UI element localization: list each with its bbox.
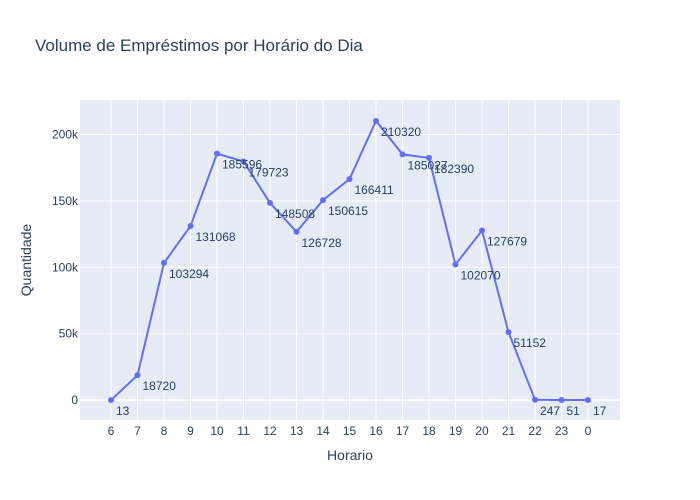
- data-point: [267, 200, 273, 206]
- data-point: [373, 118, 379, 124]
- data-point: [559, 397, 565, 403]
- data-label: 18720: [143, 379, 177, 393]
- y-tick-label: 50k: [59, 327, 79, 341]
- data-label: 131068: [196, 230, 236, 244]
- data-label: 150615: [328, 204, 368, 218]
- x-tick-label: 19: [449, 424, 463, 438]
- y-tick-label: 150k: [52, 194, 79, 208]
- x-tick-label: 8: [161, 424, 168, 438]
- x-tick-label: 16: [369, 424, 383, 438]
- data-point: [161, 260, 167, 266]
- x-axis-title: Horario: [327, 447, 373, 463]
- data-point: [347, 176, 353, 182]
- data-label: 166411: [355, 183, 394, 197]
- data-label: 17: [593, 404, 607, 418]
- data-point: [453, 262, 459, 268]
- x-tick-label: 12: [263, 424, 277, 438]
- y-tick-label: 200k: [52, 128, 79, 142]
- data-label: 126728: [302, 236, 342, 250]
- x-tick-label: 0: [585, 424, 592, 438]
- x-tick-label: 21: [502, 424, 516, 438]
- x-tick-labels: 6 7 8 9 10 11 12 13 14 15 16 17 18 19 20 21 22 23 0: [108, 424, 592, 438]
- x-tick-label: 23: [555, 424, 569, 438]
- data-point: [532, 397, 538, 403]
- data-label: 51152: [514, 336, 547, 350]
- data-label: 148508: [275, 207, 315, 221]
- data-label: 179723: [249, 165, 289, 179]
- data-label: 127679: [487, 235, 527, 249]
- data-point: [585, 397, 591, 403]
- y-tick-label: 0: [71, 393, 78, 407]
- data-label: 182390: [434, 162, 474, 176]
- x-tick-label: 6: [108, 424, 115, 438]
- x-tick-label: 22: [528, 424, 542, 438]
- data-point: [479, 228, 485, 234]
- x-tick-label: 14: [316, 424, 330, 438]
- y-tick-labels: 0 50k 100k 150k 200k: [52, 128, 79, 408]
- data-point: [320, 197, 326, 203]
- data-point: [506, 329, 512, 335]
- y-tick-label: 100k: [52, 260, 79, 274]
- y-axis-title: Quantidade: [18, 224, 34, 297]
- data-point: [108, 397, 114, 403]
- x-tick-label: 11: [237, 424, 250, 438]
- data-point: [294, 229, 300, 235]
- data-point: [400, 151, 406, 157]
- x-tick-label: 20: [475, 424, 489, 438]
- data-point: [214, 151, 220, 157]
- data-label: 13: [116, 404, 130, 418]
- data-point: [135, 372, 141, 378]
- x-tick-label: 15: [343, 424, 357, 438]
- data-point: [188, 223, 194, 229]
- data-label: 103294: [169, 267, 209, 281]
- x-tick-label: 7: [134, 424, 141, 438]
- data-label: 102070: [461, 269, 501, 283]
- data-label: 210320: [381, 125, 421, 139]
- x-tick-label: 10: [210, 424, 224, 438]
- x-tick-label: 9: [187, 424, 194, 438]
- chart-title: Volume de Empréstimos por Horário do Dia: [35, 36, 363, 55]
- x-tick-label: 17: [396, 424, 410, 438]
- x-tick-label: 18: [422, 424, 436, 438]
- x-tick-label: 13: [290, 424, 304, 438]
- data-label: 51: [567, 404, 581, 418]
- data-label: 247: [540, 404, 560, 418]
